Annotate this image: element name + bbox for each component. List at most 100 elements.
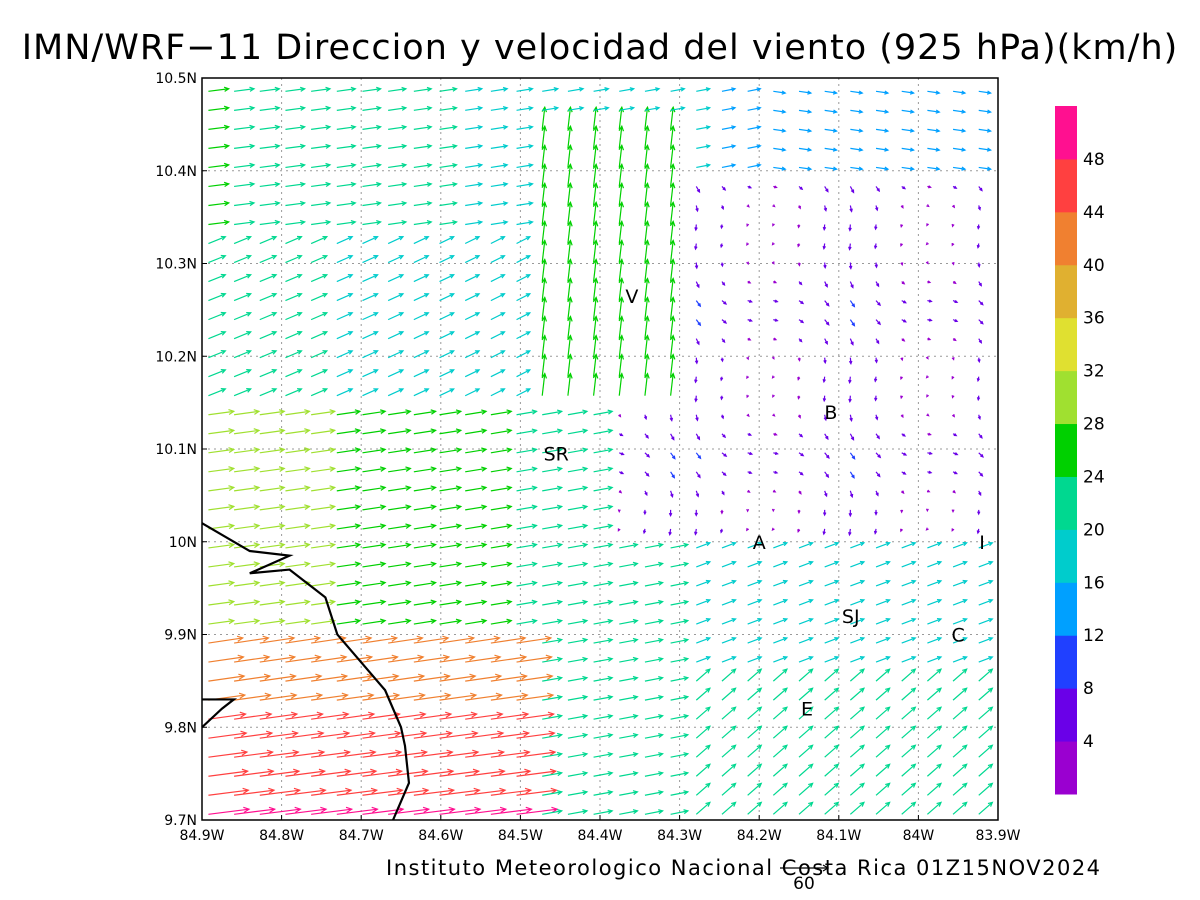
wind-vector [773,656,789,663]
wind-vector [901,668,917,682]
wind-vector-shaft [850,580,865,587]
wind-vector-shaft [567,658,588,663]
wind-vector [285,768,327,777]
wind-vector-shaft [465,486,487,492]
wind-vector [259,388,278,397]
wind-vector [285,692,324,701]
wind-vector-head [936,541,943,547]
wind-vector [465,182,484,188]
wind-vector [439,86,458,92]
wind-vector-shaft [362,126,381,130]
wind-vector-shaft [567,696,588,701]
wind-vector [413,485,437,492]
wind-vector [285,273,303,283]
wind-vector-shaft [721,801,736,815]
wind-vector-shaft [695,744,711,758]
wind-vector-shaft [618,335,623,358]
wind-vector [901,338,906,342]
wind-vector-head [848,512,853,518]
wind-vector-shaft [336,789,377,796]
wind-vector [900,357,904,362]
wind-vector-head [253,561,261,568]
wind-vector [311,504,337,511]
wind-vector [797,509,801,515]
wind-vector-shaft [234,429,260,435]
wind-vector-shaft [875,599,890,606]
wind-vector-shaft [388,164,407,169]
wind-vector [695,801,711,815]
wind-vector-head [278,485,286,492]
wind-vector-head [978,339,983,344]
wind-vector-head [325,181,332,187]
wind-vector [977,262,981,268]
wind-vector-head [859,541,866,547]
wind-vector-head [618,239,625,246]
wind-vector [670,106,686,111]
wind-vector-shaft [413,524,436,530]
wind-vector [234,635,270,644]
colorbar-swatch [1055,688,1077,742]
wind-vector-head [525,350,532,355]
wind-vector-shaft [439,637,474,644]
wind-vector [516,350,532,359]
wind-vector-shaft [285,751,325,758]
x-tick-label: 84.3W [657,828,702,844]
wind-vector-shaft [259,255,277,264]
wind-vector-head [541,334,548,341]
wind-vector-shaft [593,601,613,606]
wind-vector-head [986,90,993,95]
wind-vector-head [368,730,376,737]
wind-vector-shaft [362,164,381,169]
wind-vector-head [373,350,379,355]
wind-vector-shaft [618,107,623,130]
wind-vector-head [644,162,650,170]
wind-vector [208,162,231,169]
wind-vector-head [607,618,614,624]
wind-vector-head [694,398,698,403]
wind-vector [439,523,463,530]
wind-vector-shaft [336,505,361,511]
wind-vector-head [556,428,564,434]
wind-vector [336,143,357,149]
wind-vector-head [379,485,387,491]
wind-vector-head [671,455,676,460]
wind-vector [849,319,856,327]
wind-vector-head [756,687,763,693]
wind-vector-head [319,787,327,794]
wind-vector-head [246,330,252,336]
wind-vector-head [271,369,278,374]
wind-vector [669,182,676,206]
wind-vector [593,637,614,644]
wind-vector-shaft [464,369,480,378]
wind-vector [618,239,625,263]
wind-vector [387,369,405,378]
wind-vector-head [528,125,534,130]
wind-vector-shaft [465,202,482,207]
wind-vector [927,579,943,587]
wind-vector-shaft [567,335,572,358]
wind-vector-head [477,143,484,149]
wind-vector [593,580,614,587]
wind-vector-shaft [747,801,762,815]
wind-vector [618,162,625,187]
wind-vector [413,255,430,264]
wind-vector [311,654,348,663]
wind-vector [850,541,866,549]
wind-vector-head [278,618,286,625]
wind-vector-head [851,455,856,460]
wind-vector-head [430,561,437,567]
wind-vector-head [901,338,906,342]
wind-vector [567,315,573,339]
wind-vector-shaft [875,637,890,644]
wind-vector [720,414,725,420]
wind-vector-head [582,694,589,700]
wind-vector-head [683,656,690,662]
wind-vector-head [299,143,307,149]
wind-vector [721,706,737,720]
wind-vector-head [705,725,711,731]
wind-vector-head [549,768,558,775]
wind-vector [388,504,412,511]
wind-vector-head [748,185,753,189]
wind-vector-shaft [516,505,537,511]
colorbar-swatch [1055,106,1077,160]
